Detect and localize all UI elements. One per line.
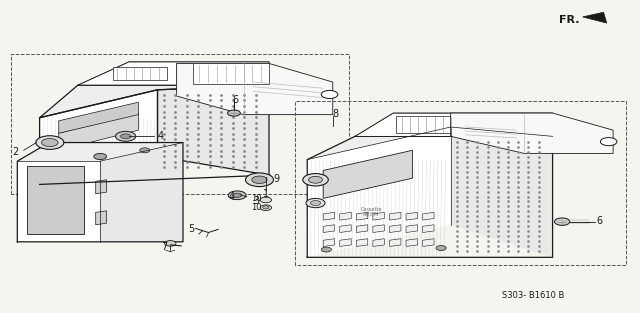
Circle shape xyxy=(140,148,150,153)
Polygon shape xyxy=(323,212,335,220)
Polygon shape xyxy=(422,239,434,246)
Circle shape xyxy=(554,218,570,225)
Polygon shape xyxy=(406,212,417,220)
Text: 4: 4 xyxy=(157,131,164,141)
Circle shape xyxy=(436,245,446,250)
Polygon shape xyxy=(355,113,552,136)
Polygon shape xyxy=(177,64,333,115)
Polygon shape xyxy=(307,127,552,160)
Polygon shape xyxy=(406,239,417,246)
Circle shape xyxy=(321,247,332,252)
Polygon shape xyxy=(373,239,385,246)
Polygon shape xyxy=(422,225,434,233)
Text: 4: 4 xyxy=(229,192,235,203)
Text: 10: 10 xyxy=(251,194,262,203)
Circle shape xyxy=(306,198,325,208)
Circle shape xyxy=(115,131,136,141)
Text: 9: 9 xyxy=(274,174,280,184)
Polygon shape xyxy=(340,212,351,220)
Circle shape xyxy=(94,153,106,160)
Circle shape xyxy=(260,205,271,210)
Text: 6: 6 xyxy=(233,95,239,105)
Polygon shape xyxy=(49,171,61,180)
Polygon shape xyxy=(340,225,351,233)
Polygon shape xyxy=(40,85,269,118)
Polygon shape xyxy=(115,171,127,180)
Polygon shape xyxy=(356,225,368,233)
Polygon shape xyxy=(132,171,143,180)
Polygon shape xyxy=(78,62,269,85)
Polygon shape xyxy=(356,212,368,220)
Polygon shape xyxy=(17,161,100,242)
Polygon shape xyxy=(323,225,335,233)
Polygon shape xyxy=(106,161,119,171)
Polygon shape xyxy=(307,127,451,257)
Polygon shape xyxy=(193,64,269,84)
Circle shape xyxy=(120,134,131,139)
Polygon shape xyxy=(340,239,351,246)
Text: FR.: FR. xyxy=(559,15,580,25)
Circle shape xyxy=(303,174,328,186)
Polygon shape xyxy=(96,180,106,194)
Polygon shape xyxy=(49,161,62,171)
Polygon shape xyxy=(390,239,401,246)
Circle shape xyxy=(321,90,338,99)
Polygon shape xyxy=(66,171,77,180)
Circle shape xyxy=(164,241,176,246)
Circle shape xyxy=(246,173,273,187)
Polygon shape xyxy=(27,166,84,234)
Polygon shape xyxy=(323,239,335,246)
Polygon shape xyxy=(406,225,417,233)
Circle shape xyxy=(233,193,242,198)
Polygon shape xyxy=(373,225,385,233)
Polygon shape xyxy=(88,161,100,171)
Polygon shape xyxy=(582,12,607,23)
Circle shape xyxy=(260,197,271,203)
Polygon shape xyxy=(422,212,434,220)
Polygon shape xyxy=(17,142,183,161)
Polygon shape xyxy=(373,212,385,220)
Circle shape xyxy=(252,176,267,183)
Circle shape xyxy=(228,191,246,200)
Polygon shape xyxy=(356,239,368,246)
Polygon shape xyxy=(451,127,552,257)
Circle shape xyxy=(36,136,64,149)
Text: 2: 2 xyxy=(12,147,19,157)
Polygon shape xyxy=(40,90,157,184)
Circle shape xyxy=(42,139,58,146)
Text: S303- B1610 B: S303- B1610 B xyxy=(502,291,564,300)
Text: 6: 6 xyxy=(596,216,603,226)
Polygon shape xyxy=(99,171,110,180)
Text: AM/FM: AM/FM xyxy=(363,211,379,216)
Circle shape xyxy=(228,110,241,116)
Polygon shape xyxy=(68,161,81,171)
Circle shape xyxy=(310,201,321,206)
Text: 8: 8 xyxy=(332,109,339,119)
Text: Cassette: Cassette xyxy=(360,207,381,212)
Circle shape xyxy=(308,176,323,183)
Circle shape xyxy=(262,206,269,209)
Text: 3: 3 xyxy=(253,196,259,206)
Polygon shape xyxy=(83,171,94,180)
Polygon shape xyxy=(113,67,167,80)
Polygon shape xyxy=(100,142,183,242)
Circle shape xyxy=(600,138,617,146)
Polygon shape xyxy=(59,102,138,133)
Polygon shape xyxy=(96,211,106,225)
Text: 7: 7 xyxy=(161,242,167,252)
Polygon shape xyxy=(396,116,460,133)
Polygon shape xyxy=(323,150,412,198)
Text: 5: 5 xyxy=(188,224,195,234)
Text: 1: 1 xyxy=(263,189,269,199)
Polygon shape xyxy=(157,85,269,175)
Polygon shape xyxy=(390,225,401,233)
Polygon shape xyxy=(390,212,401,220)
Text: 10: 10 xyxy=(251,203,262,212)
Polygon shape xyxy=(451,113,613,153)
Polygon shape xyxy=(59,113,138,150)
